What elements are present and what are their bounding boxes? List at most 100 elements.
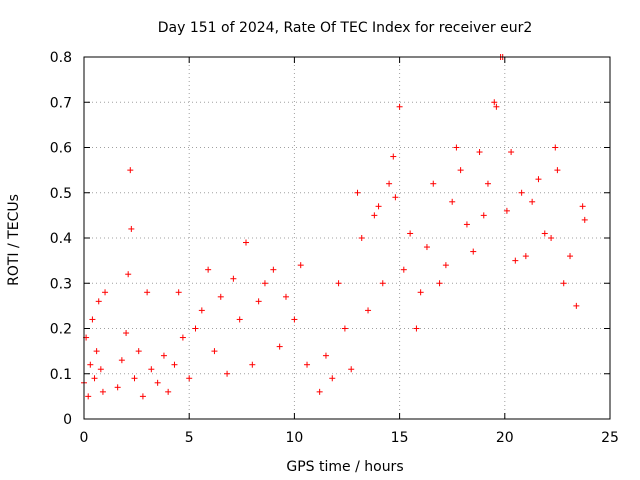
data-point [493,103,500,110]
data-point [114,384,121,391]
data-point [423,244,430,251]
data-point [89,316,96,323]
data-point [470,248,477,255]
data-point [135,348,142,355]
data-point [85,393,92,400]
data-point [491,99,498,106]
data-point [144,289,151,296]
data-point [463,221,470,228]
data-point [503,207,510,214]
data-point [123,330,130,337]
data-point [148,366,155,373]
data-point [102,289,109,296]
y-tick-label: 0 [63,412,72,428]
data-point [198,307,205,314]
y-tick-label: 0.5 [50,186,72,202]
data-point [205,266,212,273]
data-point [175,289,182,296]
x-tick-label: 5 [185,430,194,446]
data-point [522,253,529,260]
data-point [217,293,224,300]
data-point [430,180,437,187]
data-point [341,325,348,332]
data-point [131,375,138,382]
data-point [484,180,491,187]
x-axis-ticks: 0 5 10 15 20 25 [80,57,619,446]
data-point [386,180,393,187]
x-tick-label: 0 [80,430,89,446]
data-point [297,262,304,269]
data-point [480,212,487,219]
data-point [91,375,98,382]
data-point [97,366,104,373]
data-point [449,198,456,205]
data-point [476,149,483,156]
data-point [270,266,277,273]
data-point [365,307,372,314]
x-tick-label: 25 [601,430,619,446]
data-point [160,352,167,359]
data-point [139,393,146,400]
data-point [125,271,132,278]
x-tick-label: 20 [496,430,514,446]
y-tick-label: 0.8 [50,50,72,66]
data-point [508,149,515,156]
data-point [255,298,262,305]
data-point [390,153,397,160]
data-point [407,230,414,237]
data-points [81,54,588,400]
data-point [93,348,100,355]
data-point [396,103,403,110]
data-point [541,230,548,237]
data-point [417,289,424,296]
data-point [335,280,342,287]
y-tick-label: 0.4 [50,231,72,247]
data-point [358,235,365,241]
data-point [165,388,172,395]
y-tick-label: 0.3 [50,276,72,292]
data-point [127,167,134,174]
data-point [552,144,559,151]
data-point [573,302,580,309]
data-point [436,280,443,287]
data-point [291,316,298,323]
data-point [304,361,311,368]
y-axis-ticks: 0 0.1 0.2 0.3 0.4 0.5 0.6 0.7 0.8 [50,50,610,428]
data-point [118,357,125,364]
data-point [249,361,256,368]
data-point [276,343,283,350]
data-point [529,198,536,205]
data-point [379,280,386,287]
data-point [95,298,102,305]
y-tick-label: 0.1 [50,367,72,383]
data-point [329,375,336,382]
data-point [154,379,161,386]
data-point [230,275,237,282]
data-point [554,167,561,174]
data-point [99,388,106,395]
grid-lines [84,57,610,419]
data-point [579,203,586,210]
x-tick-label: 15 [391,430,409,446]
x-tick-label: 10 [285,430,303,446]
data-point [316,388,323,395]
data-point [581,216,588,223]
data-point [192,325,199,332]
y-tick-label: 0.7 [50,95,72,111]
data-point [413,325,420,332]
data-point [224,370,231,377]
plot-frame [83,56,611,420]
data-point [560,280,567,287]
data-point [354,189,361,196]
data-point [392,194,399,201]
data-point [400,266,407,273]
data-point [261,280,268,287]
data-point [457,167,464,174]
data-point [371,212,378,219]
y-tick-label: 0.2 [50,322,72,338]
data-point [548,235,555,241]
data-point [243,239,250,246]
data-point [236,316,243,323]
data-point [211,348,218,355]
